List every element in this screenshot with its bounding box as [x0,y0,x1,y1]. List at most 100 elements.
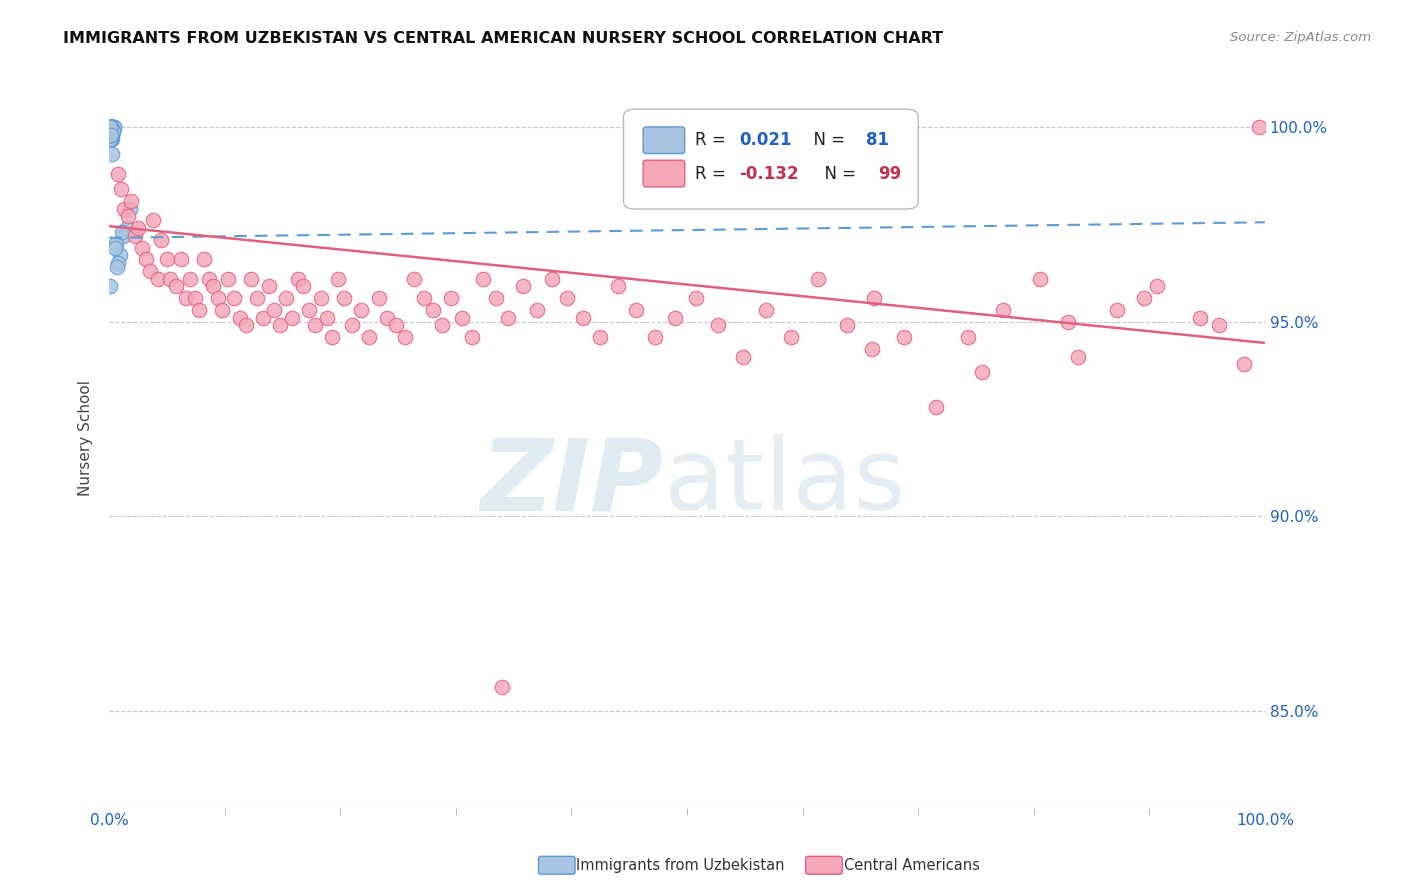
Point [101,124,124,138]
Point [98,128,121,142]
Point [222,291,245,305]
Point [269,318,291,333]
Point [315,310,337,325]
Point [179,271,201,285]
Text: Central Americans: Central Americans [844,858,980,872]
Point [184,291,207,305]
Point [98,128,121,142]
Point [589,330,612,344]
Text: R =: R = [695,131,731,149]
Text: N =: N = [814,164,862,183]
Point [207,291,229,305]
Point [100,128,122,142]
Point [211,302,233,317]
Text: 0.021: 0.021 [740,131,792,149]
Point [309,291,332,305]
Point [326,271,349,285]
Point [375,310,398,325]
Point [100,124,122,138]
Point [110,182,132,196]
Point [98,128,121,142]
Point [731,350,754,364]
Point [98,120,121,134]
Point [404,271,426,285]
Point [956,330,979,344]
Point [101,120,124,134]
Point [807,271,830,285]
Point [257,279,280,293]
Point [287,271,309,285]
Point [124,228,146,243]
Text: IMMIGRANTS FROM UZBEKISTAN VS CENTRAL AMERICAN NURSERY SCHOOL CORRELATION CHART: IMMIGRANTS FROM UZBEKISTAN VS CENTRAL AM… [63,31,943,46]
Point [526,302,548,317]
Point [117,210,139,224]
Text: N =: N = [803,131,851,149]
Point [98,120,121,134]
Point [100,124,122,138]
Point [100,124,122,138]
Point [512,279,534,293]
Point [100,124,122,138]
Point [496,310,519,325]
Point [707,318,730,333]
Point [103,120,125,134]
Point [112,202,135,216]
Point [142,213,165,227]
Point [298,302,321,317]
Point [281,310,304,325]
Point [555,291,578,305]
Point [112,228,135,243]
Point [970,365,993,379]
Point [100,124,122,138]
Point [98,120,121,134]
Point [100,128,122,142]
Point [1249,120,1271,134]
Point [359,330,381,344]
Point [105,260,128,274]
Text: atlas: atlas [664,434,905,531]
Point [664,310,686,325]
Point [118,202,141,216]
Point [100,120,122,134]
Point [835,318,858,333]
Point [644,330,666,344]
Point [685,291,707,305]
Point [100,124,122,138]
Point [367,291,389,305]
Point [100,124,122,138]
Point [606,279,628,293]
Text: -0.132: -0.132 [740,164,799,183]
Point [100,131,122,145]
Point [304,318,326,333]
Point [101,124,124,138]
Point [100,124,122,138]
Point [197,271,219,285]
Point [202,279,225,293]
Point [146,271,169,285]
Point [412,291,434,305]
Point [100,120,122,134]
Point [100,279,122,293]
Point [991,302,1014,317]
Text: Immigrants from Uzbekistan: Immigrants from Uzbekistan [576,858,785,872]
Point [292,279,315,293]
Point [107,256,129,270]
Point [100,128,122,142]
Point [893,330,915,344]
Point [138,264,160,278]
Point [321,330,343,344]
Point [100,120,122,134]
Point [127,221,149,235]
FancyBboxPatch shape [643,127,685,153]
Point [217,271,239,285]
Point [98,124,121,138]
Point [98,120,121,134]
Point [100,128,122,142]
Point [108,248,131,262]
Point [100,128,122,142]
Point [100,120,122,134]
Point [150,233,173,247]
Point [107,167,129,181]
Point [159,271,181,285]
Text: R =: R = [695,164,731,183]
